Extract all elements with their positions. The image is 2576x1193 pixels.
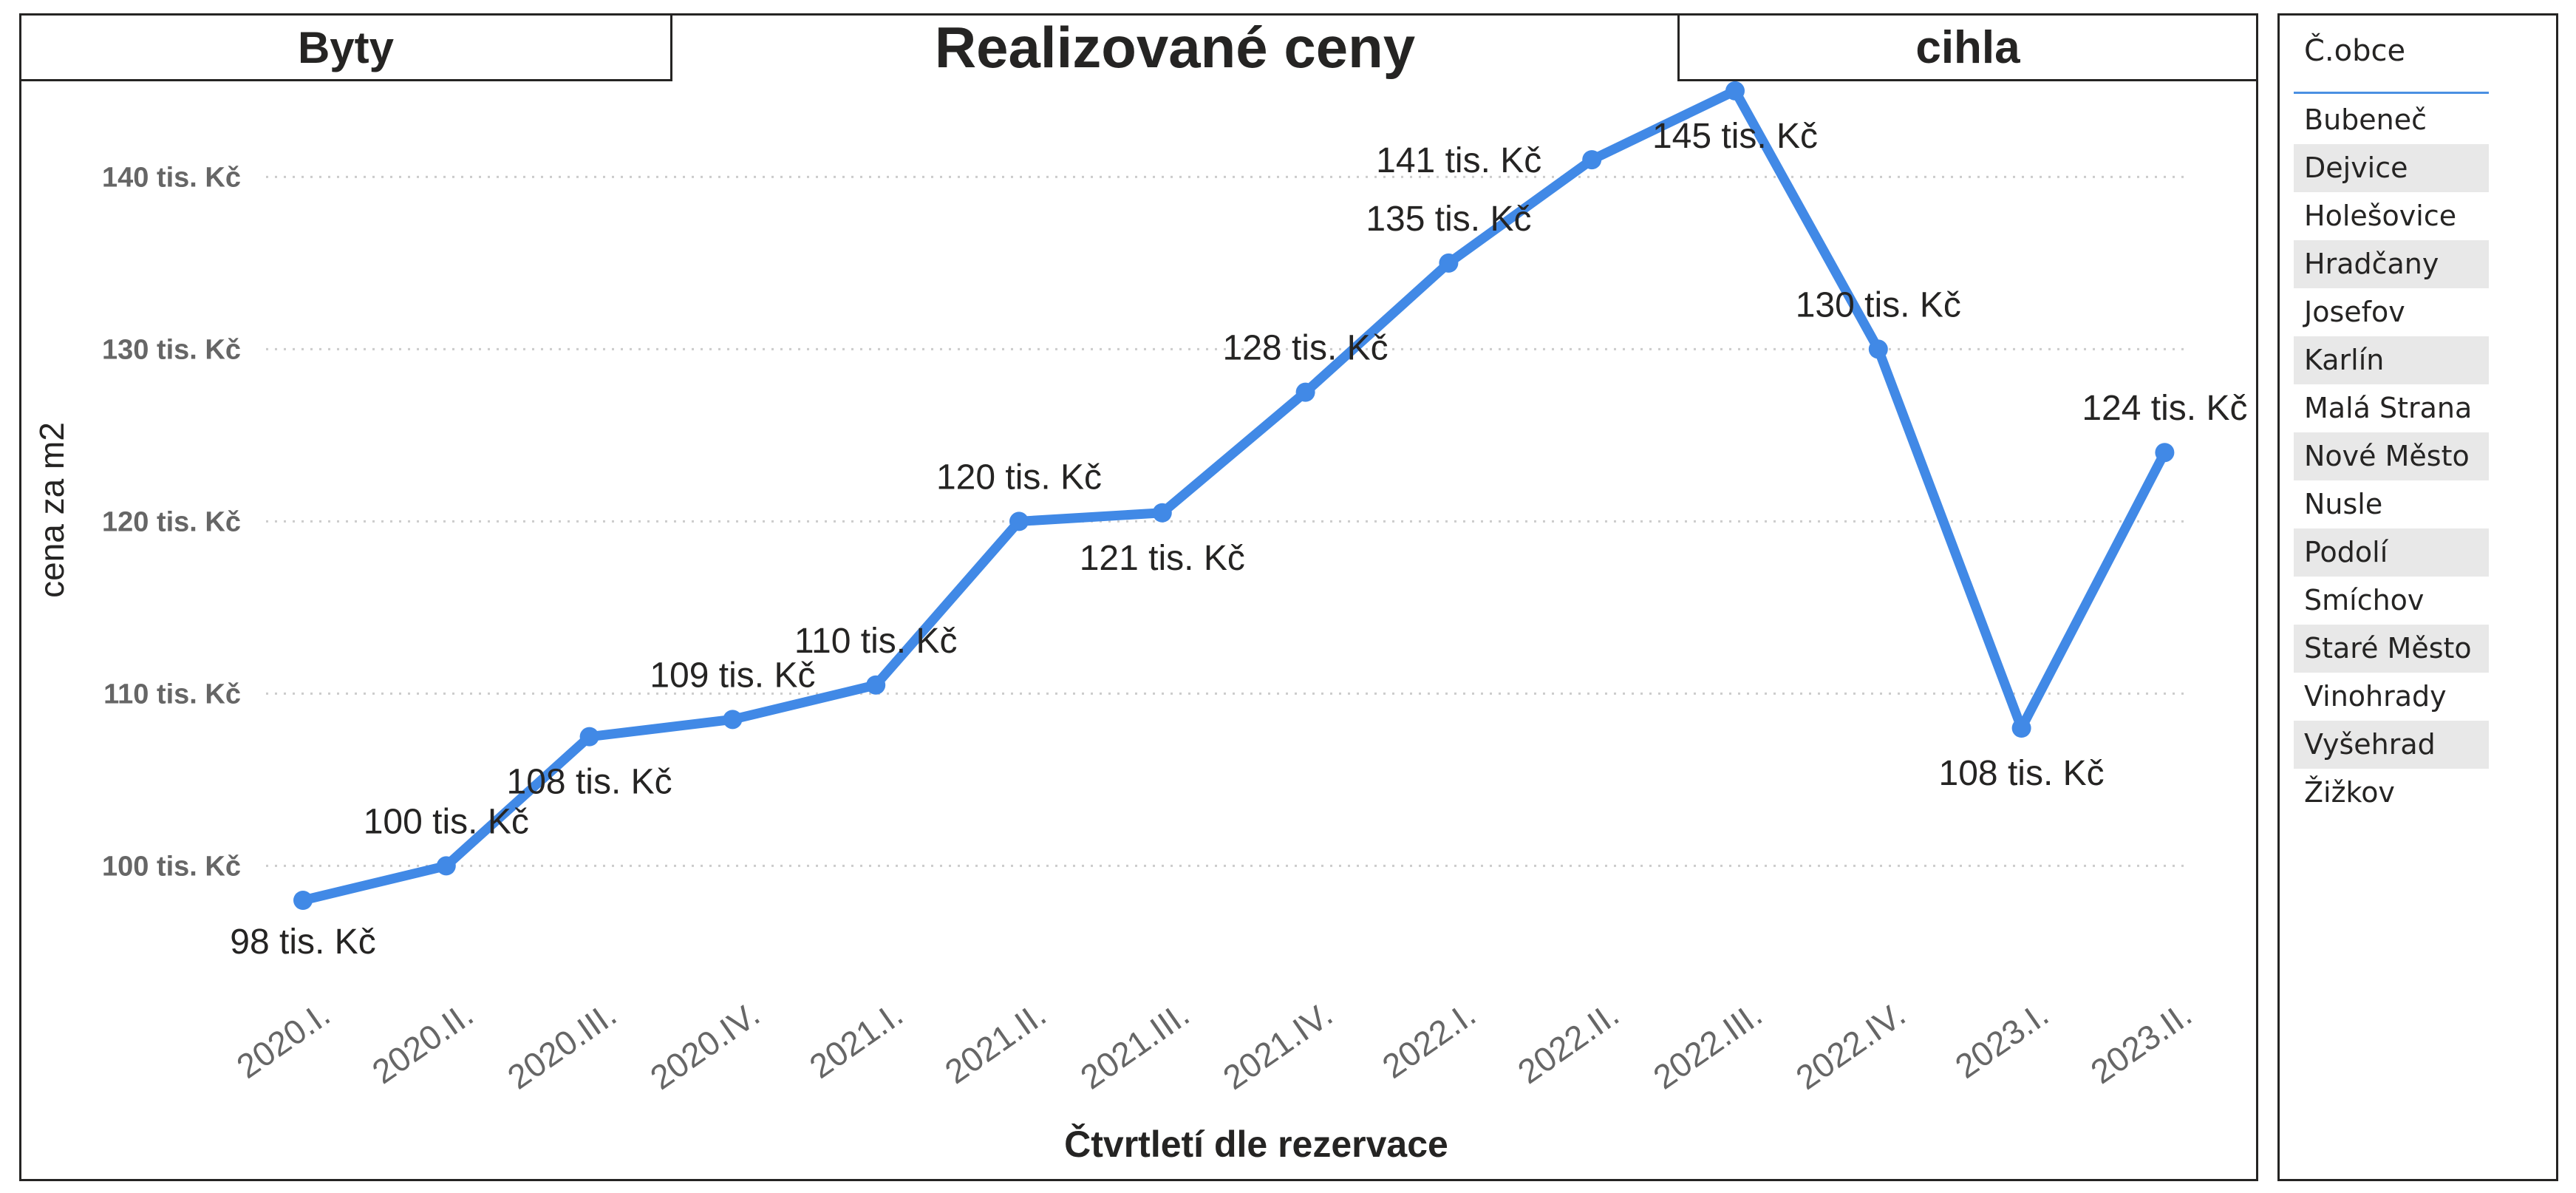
data-label: 145 tis. Kč bbox=[1652, 117, 1818, 156]
y-tick-label: 120 tis. Kč bbox=[102, 506, 241, 537]
data-label: 110 tis. Kč bbox=[794, 622, 958, 661]
slicer-item[interactable]: Staré Město bbox=[2294, 625, 2489, 673]
slicer-item[interactable]: Karlín bbox=[2294, 336, 2489, 384]
data-label: 135 tis. Kč bbox=[1366, 200, 1531, 239]
property-type-box[interactable]: Byty bbox=[19, 13, 672, 81]
x-tick-label: 2020.II. bbox=[365, 995, 480, 1092]
slicer-item[interactable]: Josefov bbox=[2304, 296, 2405, 328]
x-tick-label: 2022.IV. bbox=[1789, 995, 1912, 1097]
data-label: 109 tis. Kč bbox=[650, 656, 815, 695]
data-point bbox=[436, 856, 456, 876]
building-material-box[interactable]: cihla bbox=[1677, 13, 2258, 81]
x-tick-label: 2023.I. bbox=[1948, 995, 2055, 1086]
slicer-item[interactable]: Žižkov bbox=[2304, 776, 2395, 809]
slicer-item[interactable]: Smíchov bbox=[2304, 584, 2425, 616]
district-slicer bbox=[2277, 13, 2558, 1181]
y-tick-label: 110 tis. Kč bbox=[103, 679, 241, 710]
x-tick-label: 2023.II. bbox=[2084, 995, 2199, 1092]
data-label: 120 tis. Kč bbox=[936, 458, 1102, 497]
slicer-divider bbox=[2294, 92, 2489, 94]
data-label: 100 tis. Kč bbox=[364, 802, 529, 841]
slicer-item[interactable]: Vinohrady bbox=[2304, 680, 2447, 713]
data-label: 128 tis. Kč bbox=[1223, 329, 1388, 368]
data-point bbox=[1725, 81, 1745, 101]
data-point bbox=[1868, 339, 1888, 359]
data-point bbox=[1295, 382, 1315, 402]
data-point bbox=[2011, 718, 2031, 738]
slicer-list: Bubeneč Dejvice Holešovice Hradčany Josefov K… bbox=[2294, 96, 2489, 817]
data-point bbox=[723, 710, 743, 730]
slicer-item[interactable]: Bubeneč bbox=[2304, 103, 2427, 136]
slicer-header: Č.obce bbox=[2304, 34, 2406, 68]
y-axis-title: cena za m2 bbox=[33, 422, 71, 598]
series-line bbox=[298, 86, 2170, 905]
data-point bbox=[866, 675, 886, 695]
slicer-item[interactable]: Dejvice bbox=[2294, 144, 2489, 192]
chart-panel bbox=[19, 13, 2258, 1181]
x-tick-label: 2020.IV. bbox=[643, 995, 766, 1097]
data-label: 108 tis. Kč bbox=[1939, 754, 2105, 793]
x-tick-label: 2021.II. bbox=[938, 995, 1053, 1092]
data-label: 130 tis. Kč bbox=[1796, 285, 1961, 324]
data-point bbox=[1009, 511, 1029, 531]
x-tick-label: 2022.III. bbox=[1646, 995, 1769, 1097]
data-label: 121 tis. Kč bbox=[1080, 539, 1245, 578]
slicer-item[interactable]: Hradčany bbox=[2294, 240, 2489, 288]
y-tick-label: 130 tis. Kč bbox=[102, 334, 241, 365]
data-label: 98 tis. Kč bbox=[230, 922, 375, 962]
x-tick-label: 2022.II. bbox=[1510, 995, 1626, 1092]
data-label: 108 tis. Kč bbox=[507, 763, 672, 802]
data-label: 124 tis. Kč bbox=[2082, 389, 2247, 428]
chart-title: Realizované ceny bbox=[934, 14, 1416, 80]
data-point bbox=[293, 891, 313, 910]
x-axis-title: Čtvrtletí dle rezervace bbox=[1064, 1123, 1448, 1165]
data-point bbox=[1582, 150, 1602, 170]
slicer-item[interactable]: Holešovice bbox=[2304, 200, 2457, 232]
slicer-item[interactable]: Nusle bbox=[2304, 488, 2383, 520]
y-tick-label: 140 tis. Kč bbox=[102, 162, 241, 193]
x-tick-label: 2021.IV. bbox=[1216, 995, 1340, 1097]
x-tick-label: 2021.III. bbox=[1074, 995, 1196, 1097]
x-tick-label: 2021.I. bbox=[803, 995, 910, 1086]
slicer-item[interactable]: Vyšehrad bbox=[2294, 721, 2489, 769]
slicer-item[interactable]: Podolí bbox=[2294, 528, 2489, 577]
slicer-item[interactable]: Nové Město bbox=[2294, 432, 2489, 480]
x-tick-label: 2020.I. bbox=[230, 995, 337, 1086]
data-point bbox=[579, 727, 599, 747]
x-tick-label: 2022.I. bbox=[1375, 995, 1482, 1086]
y-tick-label: 100 tis. Kč bbox=[102, 851, 241, 882]
data-point bbox=[2155, 443, 2175, 463]
data-point bbox=[1152, 503, 1172, 523]
slicer-item[interactable]: Malá Strana bbox=[2304, 392, 2473, 424]
x-tick-label: 2020.III. bbox=[500, 995, 623, 1097]
data-point bbox=[1439, 253, 1459, 273]
data-label: 141 tis. Kč bbox=[1376, 141, 1541, 180]
